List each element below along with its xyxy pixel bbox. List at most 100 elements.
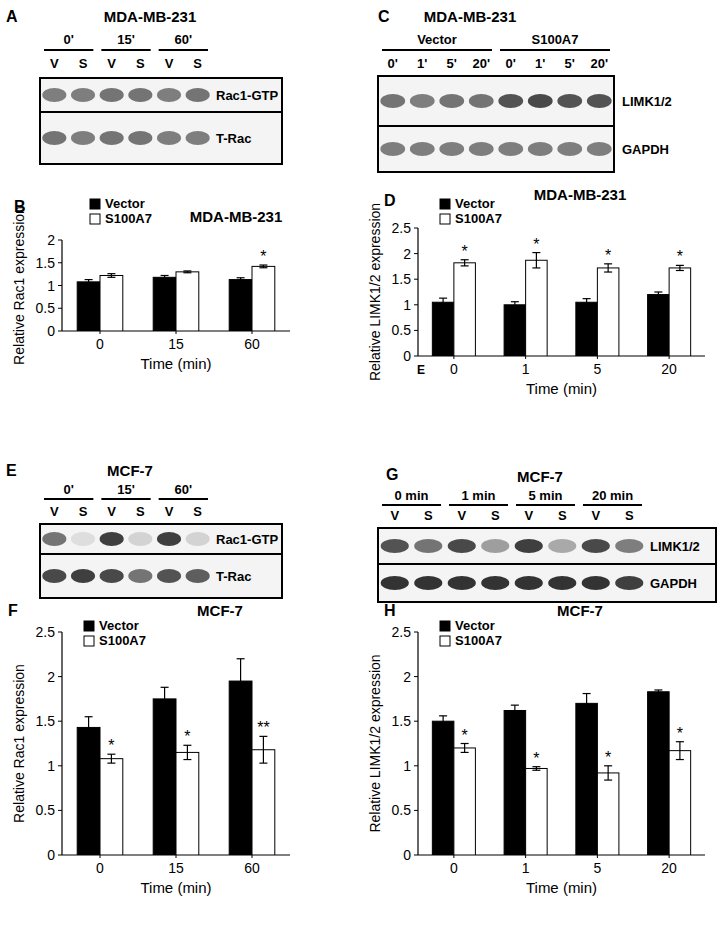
lane-label: V bbox=[50, 504, 59, 519]
band bbox=[71, 88, 95, 102]
bar bbox=[669, 268, 691, 356]
error-bar bbox=[85, 717, 93, 738]
lane-label: S bbox=[136, 504, 145, 519]
blot: MCF-70'15'60'VSVSVSRac1-GTPT-Rac bbox=[40, 462, 282, 598]
x-tick bbox=[453, 855, 454, 858]
y-tick-label: 1 bbox=[403, 297, 411, 313]
band bbox=[498, 94, 523, 108]
figure: ABCDEEFGHMDA-MB-2310'15'60'VSVSVSRac1-GT… bbox=[0, 0, 724, 952]
blot-title: MCF-7 bbox=[517, 468, 563, 485]
significance: * bbox=[462, 243, 468, 260]
band bbox=[42, 569, 66, 583]
bar bbox=[648, 692, 670, 855]
lane-label: V bbox=[165, 56, 174, 71]
blot: MCF-70 min1 min5 min20 minVSVSVSVSLIMK1/… bbox=[378, 468, 716, 602]
group-label: 0' bbox=[64, 482, 74, 497]
y-axis-label: Relative Rac1 expression bbox=[11, 664, 27, 823]
x-tick-label: 60 bbox=[244, 860, 260, 876]
panel-label: F bbox=[8, 602, 18, 619]
band bbox=[469, 94, 494, 108]
lane-label: 1' bbox=[535, 56, 545, 71]
x-tick-label: 0 bbox=[96, 860, 104, 876]
x-axis-label: Time (min) bbox=[140, 355, 211, 372]
row-label: LIMK1/2 bbox=[650, 539, 700, 554]
error-bar bbox=[107, 754, 115, 763]
band bbox=[100, 88, 124, 102]
blot: MDA-MB-231VectorS100A70'1'5'20'0'1'5'20'… bbox=[378, 8, 672, 172]
significance: * bbox=[533, 750, 539, 767]
error-bar bbox=[583, 299, 591, 306]
band bbox=[128, 532, 152, 546]
band bbox=[615, 539, 643, 553]
significance: * bbox=[260, 248, 266, 265]
lane-label: V bbox=[165, 504, 174, 519]
band bbox=[128, 569, 152, 583]
y-tick-label: 2 bbox=[403, 246, 411, 262]
row-label: T-Rac bbox=[216, 569, 251, 584]
y-tick bbox=[414, 855, 418, 856]
y-tick bbox=[414, 810, 418, 811]
band bbox=[582, 539, 610, 553]
band bbox=[186, 131, 210, 145]
significance: * bbox=[605, 749, 611, 766]
band bbox=[515, 576, 543, 590]
lane-label: S bbox=[193, 504, 202, 519]
legend-label: Vector bbox=[455, 196, 495, 211]
y-axis bbox=[417, 228, 418, 356]
bar bbox=[229, 681, 252, 855]
row-label: GAPDH bbox=[622, 142, 669, 157]
x-tick bbox=[525, 855, 526, 858]
band bbox=[528, 142, 553, 156]
error-bar bbox=[439, 716, 447, 727]
chart-title: MCF-7 bbox=[557, 602, 603, 619]
annotations: **** bbox=[108, 719, 269, 754]
error-bar bbox=[161, 275, 169, 279]
lane-label: S bbox=[558, 508, 567, 523]
error-bar bbox=[511, 705, 519, 716]
legend-label: Vector bbox=[105, 196, 145, 211]
band bbox=[615, 576, 643, 590]
x-tick bbox=[176, 855, 177, 858]
y-tick bbox=[58, 721, 62, 722]
chart: 00.511.522.501520****VectorS100A7MDA-MB-… bbox=[367, 186, 705, 397]
lane-label: S bbox=[136, 56, 145, 71]
legend-label: S100A7 bbox=[105, 211, 152, 226]
band bbox=[582, 576, 610, 590]
bar bbox=[432, 302, 454, 356]
error-bar bbox=[183, 271, 191, 273]
band bbox=[71, 569, 95, 583]
x-tick-label: 20 bbox=[661, 361, 677, 377]
y-tick-label: 1.5 bbox=[36, 255, 56, 271]
y-tick bbox=[58, 331, 62, 332]
group-label: S100A7 bbox=[532, 32, 579, 47]
band bbox=[557, 94, 582, 108]
marks bbox=[77, 265, 275, 331]
error-bar bbox=[604, 766, 612, 780]
error-bar bbox=[85, 280, 93, 285]
y-tick bbox=[58, 308, 62, 309]
band bbox=[71, 532, 95, 546]
significance: * bbox=[605, 247, 611, 264]
y-tick-label: 1 bbox=[47, 758, 55, 774]
group-bar bbox=[159, 498, 208, 500]
group-bar bbox=[583, 504, 642, 506]
band bbox=[528, 94, 553, 108]
x-tick-label: 15 bbox=[168, 336, 184, 352]
x-tick-label: 0 bbox=[96, 336, 104, 352]
band bbox=[557, 142, 582, 156]
band bbox=[481, 576, 509, 590]
band bbox=[157, 131, 181, 145]
blot-title: MDA-MB-231 bbox=[104, 8, 197, 25]
blot-frame bbox=[40, 524, 282, 554]
y-tick-label: 0 bbox=[403, 348, 411, 364]
band bbox=[439, 142, 464, 156]
bar bbox=[77, 727, 100, 855]
chart: 00.511.5201560*VectorS100A7MDA-MB-231Tim… bbox=[11, 196, 290, 372]
y-tick bbox=[414, 330, 418, 331]
band bbox=[157, 569, 181, 583]
y-tick bbox=[414, 356, 418, 357]
lane-label: 0' bbox=[506, 56, 516, 71]
y-tick-label: 0 bbox=[403, 847, 411, 863]
significance: ** bbox=[257, 719, 269, 736]
y-tick bbox=[414, 676, 418, 677]
